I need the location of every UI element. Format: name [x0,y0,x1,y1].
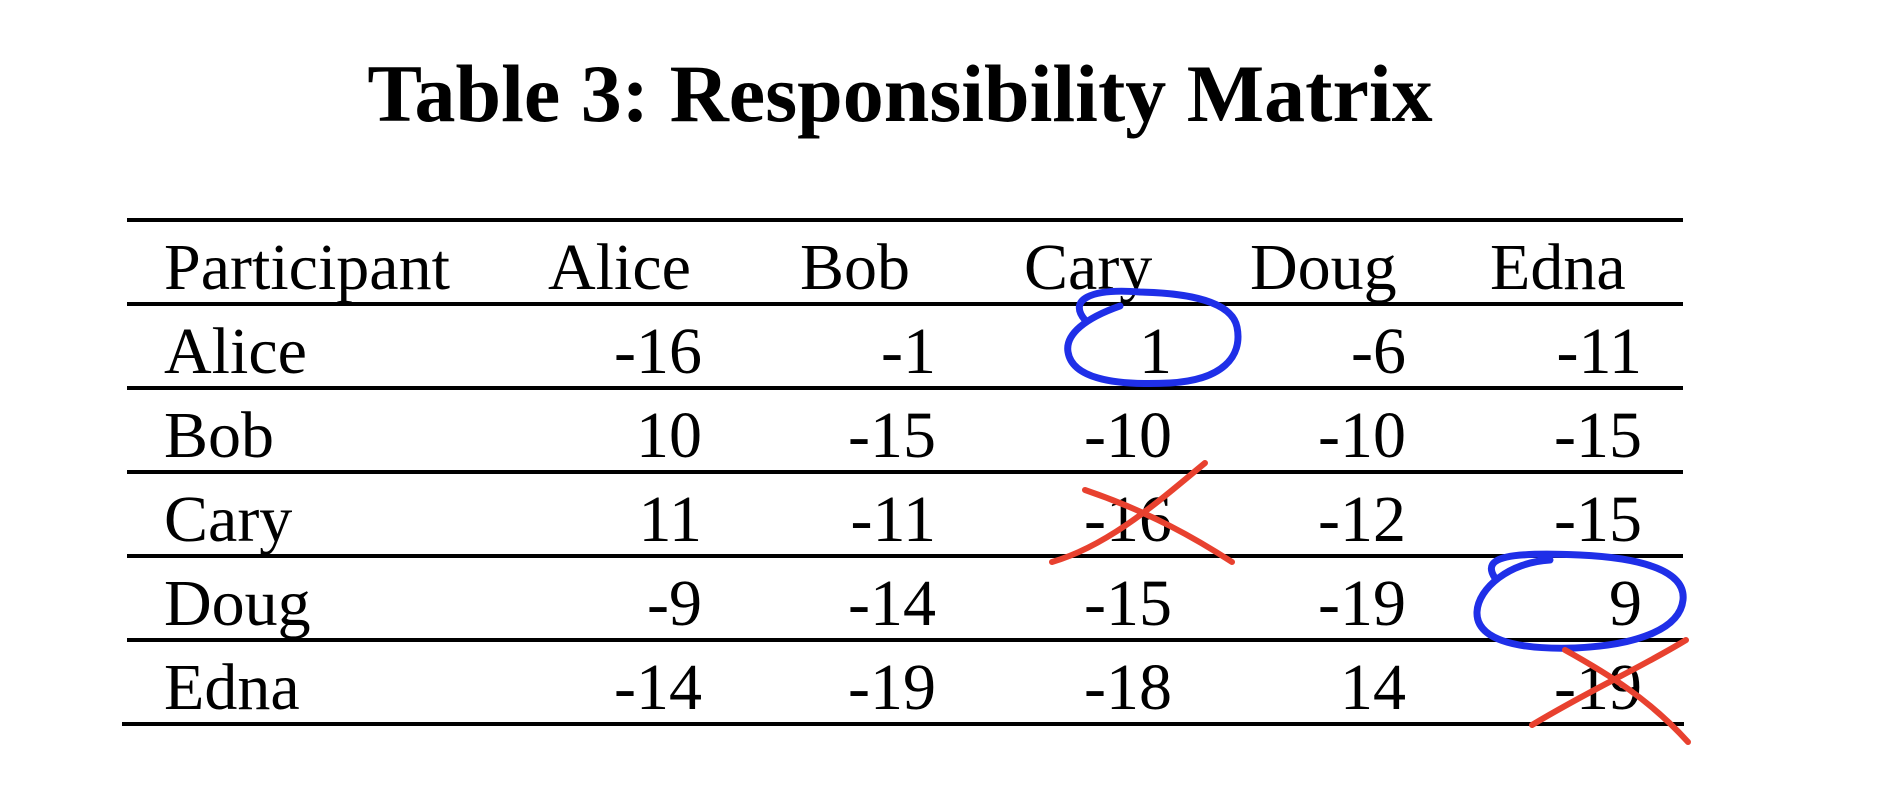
row-label-bob: Bob [164,399,275,472]
table-bottom-rule [122,722,1684,726]
row-label-edna: Edna [164,651,300,724]
column-header-participant: Participant [164,231,450,304]
table-cell: -11 [850,483,936,556]
table-cell: -11 [1556,315,1642,388]
table-cell: -16 [1084,483,1172,556]
row-label-cary: Cary [164,483,293,556]
table-cell: -14 [614,651,702,724]
table-cell: -1 [881,315,936,388]
table-cell: 1 [1139,315,1172,388]
column-header-edna: Edna [1490,231,1626,304]
column-header-bob: Bob [800,231,911,304]
table-cell: -15 [1554,399,1642,472]
table-cell: -15 [848,399,936,472]
table-row-rule [127,638,1683,642]
table-cell: -19 [848,651,936,724]
table-cell: -14 [848,567,936,640]
table-cell: -15 [1084,567,1172,640]
row-label-alice: Alice [164,315,307,388]
table-cell: -19 [1554,651,1642,724]
table-top-rule [127,218,1683,222]
table-row-rule [127,302,1683,306]
table-row-rule [127,554,1683,558]
table-cell: -9 [647,567,702,640]
column-header-doug: Doug [1250,231,1397,304]
table-cell: 10 [636,399,702,472]
table-cell: -15 [1554,483,1642,556]
table-cell: -12 [1318,483,1406,556]
table-cell: -19 [1318,567,1406,640]
table-cell: -6 [1351,315,1406,388]
table-row-rule [127,470,1683,474]
table-cell: -10 [1318,399,1406,472]
table-cell: 14 [1340,651,1406,724]
column-header-alice: Alice [548,231,691,304]
table-title: Table 3: Responsibility Matrix [367,48,1433,139]
row-label-doug: Doug [164,567,311,640]
table-cell: 9 [1609,567,1642,640]
table-row-rule [127,386,1683,390]
table-cell: -10 [1084,399,1172,472]
table-cell: -18 [1084,651,1172,724]
table-cell: -16 [614,315,702,388]
table-cell: 11 [638,483,702,556]
column-header-cary: Cary [1024,231,1153,304]
